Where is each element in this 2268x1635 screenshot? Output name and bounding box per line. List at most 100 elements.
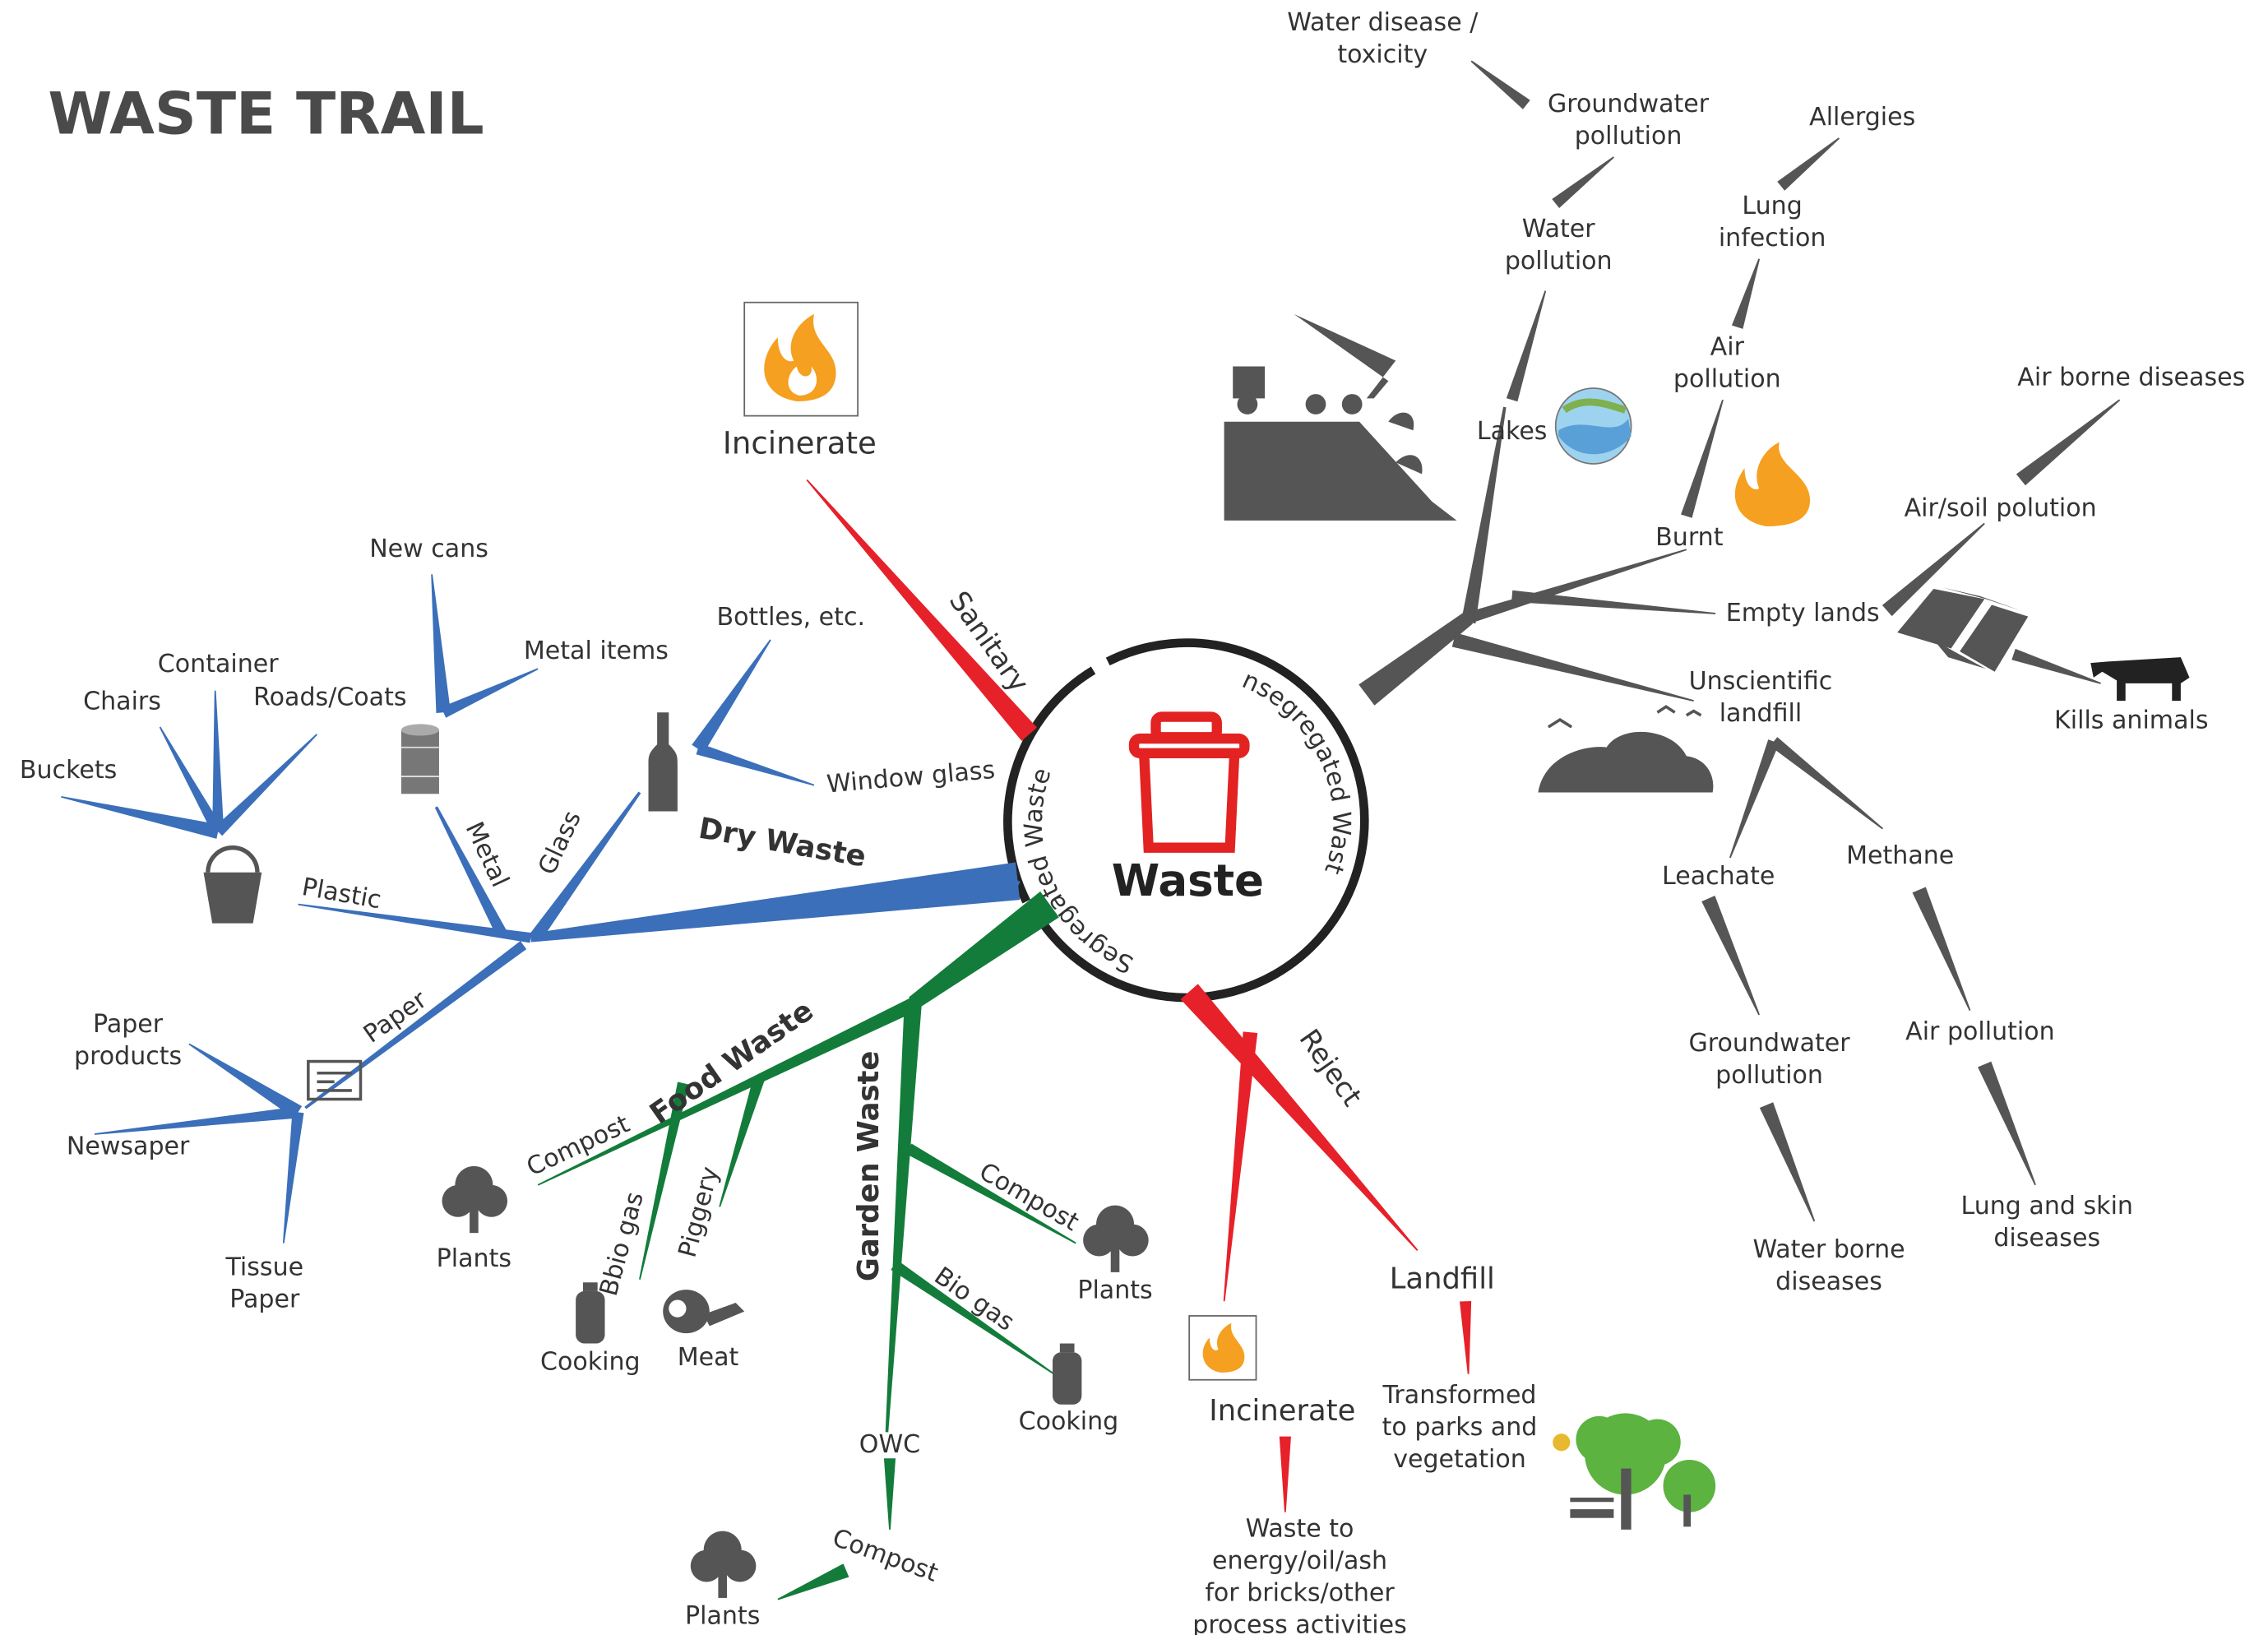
node-label: OWC [859, 1430, 920, 1459]
node-label: Plants [1077, 1276, 1152, 1305]
fire-icon [1735, 442, 1810, 526]
node-label: Kills animals [2054, 706, 2208, 735]
node-label-line: Water borne [1752, 1235, 1905, 1264]
landfill-truck-icon [1224, 314, 1457, 521]
node-label-line: Allergies [1809, 103, 1915, 132]
branch [1507, 290, 1546, 401]
node-label-line: Paper [93, 1010, 164, 1039]
node-label-line: OWC [859, 1430, 920, 1459]
meat-icon [663, 1290, 744, 1333]
node-label-line: landfill [1720, 699, 1803, 728]
branch [214, 734, 317, 836]
branch [1511, 591, 1715, 614]
node-label-line: pollution [1575, 122, 1682, 151]
newspaper-icon [308, 1062, 361, 1100]
cow-icon [2090, 657, 2189, 701]
node-label-line: Air [1710, 332, 1745, 361]
node-label-line: Bbio gas [595, 1189, 650, 1299]
branch [1777, 137, 1840, 190]
branch [1770, 737, 1883, 829]
node-label: Plants [437, 1244, 511, 1273]
node-label: Methane [1846, 841, 1954, 870]
node-label-line: Lung [1742, 192, 1802, 220]
branch [1760, 1102, 1815, 1221]
node-label-line: Water [1522, 215, 1595, 243]
node-label-line: pollution [1673, 364, 1781, 393]
node-label-line: products [74, 1042, 182, 1071]
fire-icon [1189, 1316, 1256, 1380]
branch [1471, 61, 1530, 109]
node-label-line: Kills animals [2054, 706, 2208, 735]
bottle-icon [649, 712, 678, 811]
node-label-line: diseases [1993, 1224, 2100, 1253]
branch [1280, 1437, 1291, 1512]
node-label: Chairs [83, 688, 161, 716]
branch [1552, 156, 1614, 208]
branch [692, 639, 771, 753]
node-label: Plants [685, 1602, 760, 1631]
node-label-line: Metal items [524, 637, 669, 665]
node-label-line: New cans [369, 535, 488, 563]
node-label: Lung and skin diseases [1961, 1192, 2133, 1253]
node-label: Burnt [1655, 523, 1724, 552]
node-label-line: Incinerate [1209, 1394, 1355, 1428]
labels: SanitaryIncinerateDry WastePlasticMetalG… [20, 8, 2245, 1635]
node-label-line: Lakes [1477, 417, 1548, 446]
node-label-line: process activities [1192, 1610, 1406, 1635]
dump-icon [1538, 706, 1713, 792]
tree-icon [442, 1166, 507, 1233]
branch [431, 574, 451, 713]
node-label-line: Unscientific [1689, 667, 1833, 696]
node-label: Newsaper [67, 1132, 190, 1161]
bin-icon [1134, 717, 1244, 848]
branch [1913, 887, 1971, 1012]
node-label-line: diseases [1775, 1267, 1882, 1296]
branch [886, 1003, 922, 1432]
node-label-line: to parks and [1382, 1413, 1538, 1442]
node-label-line: Garden Waste [852, 1051, 886, 1282]
node-label-line: pollution [1505, 247, 1613, 276]
branch [61, 796, 220, 839]
branch [909, 892, 1059, 1009]
node-label-line: Transformed [1382, 1381, 1537, 1410]
node-label-line: Dry Waste [697, 812, 869, 874]
node-label-line: Window glass [826, 756, 996, 799]
node-label-line: Air pollution [1905, 1017, 2055, 1046]
branch [283, 1112, 304, 1244]
node-label: Water disease /toxicity [1287, 8, 1479, 69]
node-label-line: Waste to [1246, 1515, 1354, 1544]
node-label: Roads/Coats [253, 683, 406, 711]
node-label-line: Container [158, 650, 279, 679]
node-label-line: energy/oil/ash [1212, 1547, 1387, 1576]
node-label: Metal items [524, 637, 669, 665]
node-label-line: pollution [1715, 1061, 1823, 1090]
ring [1007, 643, 1364, 998]
branch [95, 1106, 299, 1134]
node-label: Incinerate [723, 426, 877, 461]
node-label-line: Buckets [20, 756, 117, 785]
node-label: Waste toenergy/oil/ashfor bricks/otherpr… [1192, 1515, 1406, 1635]
page: {"title":"WASTE TRAIL","center":"Waste",… [0, 0, 2268, 1635]
branch [1467, 549, 1687, 623]
node-label-line: Methane [1846, 841, 1954, 870]
node-label: Compost [829, 1523, 942, 1588]
node-label: Lakes [1477, 417, 1548, 446]
node-label: New cans [369, 535, 488, 563]
icons [204, 303, 2190, 1598]
can-icon [401, 724, 439, 794]
node-label: Reject [1293, 1023, 1368, 1112]
node-label-line: Groundwater [1689, 1029, 1851, 1058]
branch [1452, 632, 1694, 702]
node-label-line: Lung and skin [1961, 1192, 2133, 1220]
lake-icon [1556, 388, 1632, 464]
branch [1358, 612, 1473, 705]
node-label-line: Plants [437, 1244, 511, 1273]
bucket-icon [204, 848, 262, 924]
branch [188, 1044, 302, 1119]
branch [1224, 1031, 1257, 1301]
node-label: Air pollution [1673, 332, 1781, 393]
node-label-line: Burnt [1655, 523, 1724, 552]
diagram: WASTE TRAIL Waste Segregated Waste Unseg… [0, 0, 2268, 1635]
node-label-line: infection [1719, 224, 1826, 252]
node-label: Garden Waste [852, 1051, 886, 1282]
